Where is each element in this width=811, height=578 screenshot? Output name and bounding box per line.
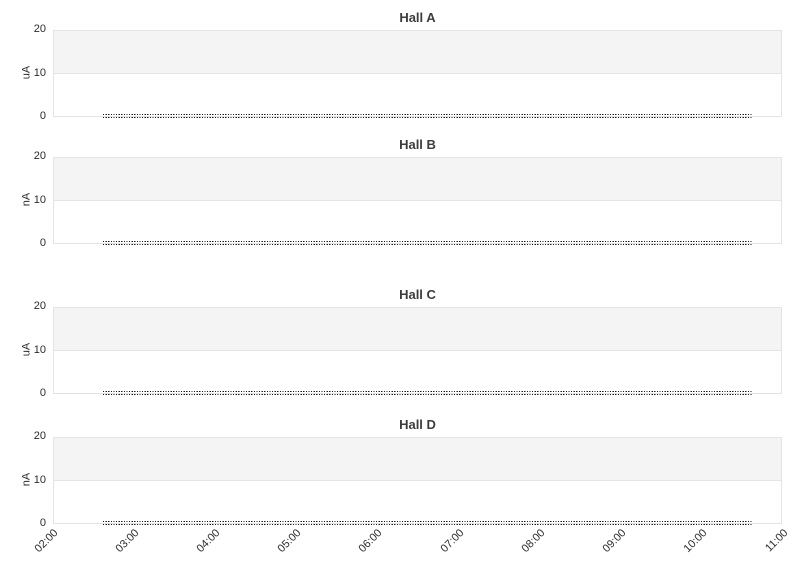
- plot-area: [53, 30, 782, 118]
- y-tick-label: 10: [33, 474, 46, 486]
- y-tick-label: 20: [33, 150, 46, 162]
- dotted-zero-series: [103, 521, 753, 525]
- y-tick-label: 0: [39, 517, 46, 529]
- grid-band: [54, 438, 781, 481]
- grid-band: [54, 31, 781, 74]
- plot-area: [53, 437, 782, 525]
- plot-area: [53, 307, 782, 395]
- hall-a-chart: Hall A uA 20 10 0: [0, 10, 811, 122]
- x-tick-label: 10:00: [681, 527, 710, 555]
- x-tick-label: 11:00: [763, 527, 791, 555]
- hall-d-chart: Hall D nA 20 10 0: [0, 417, 811, 529]
- dotted-zero-series: [103, 391, 753, 395]
- x-tick-label: 05:00: [275, 527, 304, 555]
- dotted-zero-series: [103, 241, 753, 245]
- y-tick-label: 10: [33, 67, 46, 79]
- x-tick-label: 06:00: [356, 527, 385, 555]
- hall-c-chart: Hall C uA 20 10 0: [0, 287, 811, 399]
- x-tick-label: 09:00: [600, 527, 629, 555]
- dotted-zero-series: [103, 114, 753, 118]
- y-tick-label: 20: [33, 300, 46, 312]
- x-tick-label: 04:00: [194, 527, 223, 555]
- chart-title: Hall D: [399, 417, 436, 432]
- grid-band: [54, 308, 781, 351]
- grid-band: [54, 158, 781, 201]
- hall-b-chart: Hall B nA 20 10 0: [0, 137, 811, 249]
- y-tick-label: 10: [33, 344, 46, 356]
- chart-title: Hall C: [399, 287, 436, 302]
- y-tick-label: 0: [39, 237, 46, 249]
- plot-area: [53, 157, 782, 245]
- y-tick-label: 20: [33, 23, 46, 35]
- y-tick-label: 20: [33, 430, 46, 442]
- y-tick-label: 0: [39, 387, 46, 399]
- y-tick-label: 0: [39, 110, 46, 122]
- x-tick-label: 02:00: [32, 527, 61, 555]
- x-tick-label: 08:00: [519, 527, 548, 555]
- x-tick-label: 07:00: [438, 527, 467, 555]
- chart-title: Hall B: [399, 137, 436, 152]
- y-tick-label: 10: [33, 194, 46, 206]
- chart-title: Hall A: [399, 10, 436, 25]
- x-tick-label: 03:00: [113, 527, 142, 555]
